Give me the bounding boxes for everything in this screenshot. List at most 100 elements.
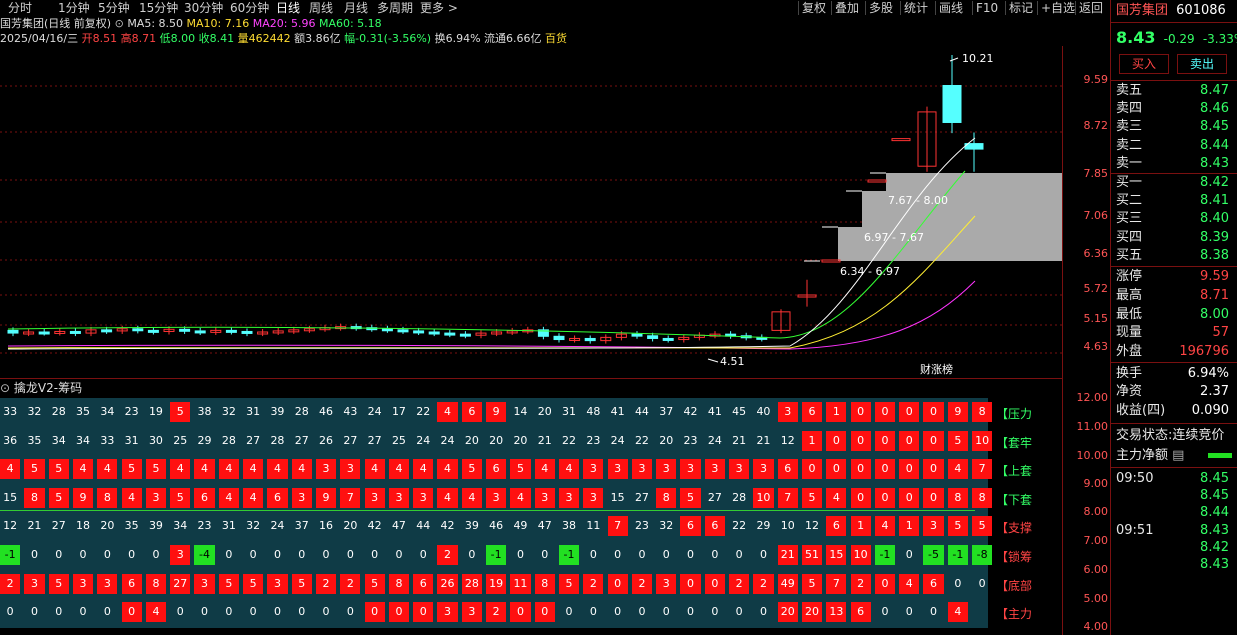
tool-button-2[interactable]: 多股 [869, 1, 894, 15]
indicator-cell: 26 [319, 433, 334, 447]
candle [942, 85, 962, 123]
indicator-cell: 22 [416, 405, 431, 418]
period-tab-0[interactable]: 分时 [8, 1, 33, 15]
indicator-tick: 7.00 [1083, 534, 1109, 547]
amount-label: 额3.86亿 [294, 32, 341, 45]
stat2-row-label: 换手 [1116, 366, 1143, 381]
indicator-cell: 41 [610, 405, 625, 418]
indicator-cell: 23 [197, 519, 212, 533]
indicator-cell: 27 [51, 519, 66, 533]
indicator-tick: 10.00 [1076, 449, 1109, 462]
indicator-cell: 32 [27, 405, 42, 418]
ohlc-line: 2025/04/16/三 开8.51 高8.71 低8.00 收8.41 量46… [0, 32, 567, 46]
indicator-cell: 0 [468, 548, 476, 561]
bid-row: 买二 8.41 [1116, 192, 1237, 210]
indicator-cell: 0 [364, 602, 385, 623]
indicator-cell: 0 [249, 548, 257, 561]
tool-button-1[interactable]: 叠加 [835, 1, 860, 15]
indicator-cell: 0 [923, 487, 944, 508]
indicator-cell: 0 [614, 548, 622, 561]
indicator-cell: 4 [194, 459, 215, 480]
indicator-cell: 0 [79, 605, 87, 619]
collapse-icon[interactable]: ⊙ [0, 381, 11, 395]
indicator-cell: 0 [680, 573, 701, 594]
period-tab-4[interactable]: 30分钟 [184, 1, 224, 15]
tick-row: 8.43 [1116, 556, 1237, 574]
tool-button-0[interactable]: 复权 [802, 1, 827, 15]
tool-button-6[interactable]: 标记 [1009, 1, 1034, 15]
indicator-cell: 0 [298, 605, 306, 619]
menu-icon[interactable]: ▤ [1172, 448, 1185, 463]
indicator-cell: 2 [753, 573, 774, 594]
period-tab-9[interactable]: 多周期 [377, 1, 414, 15]
indicator-cell: 32 [659, 519, 674, 533]
indicator-cell: 32 [221, 405, 236, 418]
indicator-cell: 20 [513, 433, 528, 447]
stock-code: 601086 [1176, 3, 1226, 18]
indicator-title[interactable]: 擒龙V2-筹码 [13, 381, 83, 395]
indicator-cell: 22 [562, 433, 577, 447]
low-label: 低8.00 [159, 32, 196, 45]
sector-tag[interactable]: 百货 [545, 32, 568, 45]
period-tab-1[interactable]: 1分钟 [58, 1, 90, 15]
indicator-cell: 9 [947, 402, 968, 422]
indicator-cell: 33 [3, 405, 18, 418]
trade-status-label: 交易状态: [1116, 428, 1173, 443]
period-tab-8[interactable]: 月线 [344, 1, 369, 15]
indicator-cell: 0 [923, 402, 944, 422]
indicator-cell: 3 [923, 516, 944, 537]
ask-row: 卖五 8.47 [1116, 82, 1237, 100]
indicator-cell: 0 [850, 487, 871, 508]
indicator-cell: 28 [461, 573, 482, 594]
indicator-cell: 0 [874, 573, 896, 594]
price-change-pct: -3.33% [1202, 32, 1237, 46]
stat-row: 涨停 9.59 [1116, 268, 1237, 286]
indicator-cell: 5 [145, 459, 167, 480]
indicator-cell: 0 [905, 605, 913, 619]
stat2-row: 换手 6.94% [1116, 365, 1237, 383]
candle [891, 138, 911, 142]
indicator-cell: 0 [419, 548, 427, 561]
indicator-cell: 3 [607, 459, 628, 480]
indicator-cell: 7 [340, 487, 361, 508]
candle [194, 330, 206, 334]
period-tab-2[interactable]: 5分钟 [98, 1, 130, 15]
candle [506, 330, 518, 334]
indicator-cell: -1 [486, 545, 507, 565]
sell-button[interactable]: 卖出 [1177, 54, 1227, 74]
indicator-cell: 0 [826, 430, 847, 451]
buy-button[interactable]: 买入 [1119, 54, 1169, 74]
tool-button-8[interactable]: 返回 [1079, 1, 1104, 15]
indicator-cell: 20 [489, 433, 504, 447]
ma60-line [7, 170, 966, 339]
indicator-cell: 12 [780, 433, 795, 447]
tool-button-7[interactable]: +自选 [1041, 1, 1076, 15]
indicator-cell: 4 [121, 487, 142, 508]
indicator-cell: 8 [145, 573, 167, 594]
tool-button-3[interactable]: 统计 [904, 1, 929, 15]
indicator-cell: 2 [583, 573, 604, 594]
bid-row-label: 买五 [1116, 247, 1143, 263]
indicator-cell: 0 [850, 430, 871, 451]
tool-button-5[interactable]: F10 [976, 1, 999, 15]
ask-row-value: 8.47 [1200, 83, 1229, 98]
kline-chart[interactable]: 7.67 - 8.00 6.97 - 7.67 6.34 - 6.97 10.21 4.… [0, 46, 1110, 376]
indicator-cell: 6 [267, 487, 288, 508]
chip-range-label: 6.34 - 6.97 [840, 265, 900, 278]
indicator-cell: 34 [76, 433, 91, 447]
period-tab-3[interactable]: 15分钟 [139, 1, 179, 15]
ask-row-value: 8.46 [1200, 101, 1229, 117]
indicator-cell: 28 [51, 405, 66, 418]
candle [85, 329, 97, 334]
open-label: 开8.51 [81, 32, 118, 45]
period-tab-10[interactable]: 更多 > [420, 1, 458, 15]
period-tab-5[interactable]: 60分钟 [230, 1, 270, 15]
period-tab-6[interactable]: 日线 [276, 1, 301, 15]
settings-circle-icon[interactable]: ⊙ [114, 17, 124, 30]
tool-button-4[interactable]: 画线 [939, 1, 964, 15]
period-tab-7[interactable]: 周线 [309, 1, 334, 15]
indicator-cell: 12 [3, 519, 18, 533]
tick-row: 8.44 [1116, 504, 1237, 522]
close-label: 收8.41 [198, 32, 235, 45]
tick-row-value: 8.43 [1200, 523, 1229, 538]
